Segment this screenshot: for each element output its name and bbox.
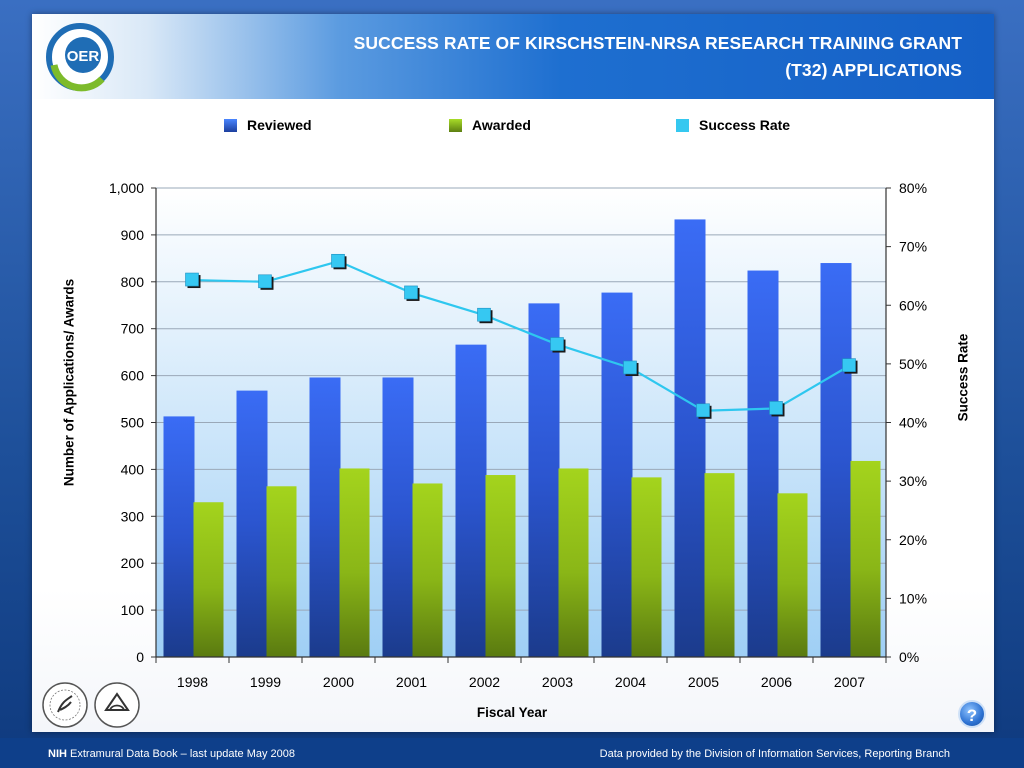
y-right-tick-label: 50% <box>899 356 927 372</box>
y-axis-right-label: Success Rate <box>955 333 971 422</box>
y-axis-right-label-wrap: Success Rate <box>953 334 973 422</box>
success-rate-marker <box>769 401 783 415</box>
legend-item-reviewed: Reviewed <box>224 117 312 133</box>
y-left-tick-label: 700 <box>121 321 145 337</box>
bar-reviewed <box>674 219 706 657</box>
footer-left-text: Extramural Data Book – last update May 2… <box>66 748 296 760</box>
bar-awarded <box>850 460 881 657</box>
success-rate-series-line <box>192 260 851 412</box>
bar-awarded <box>412 483 443 657</box>
success-rate-marker <box>550 337 564 351</box>
bar-awarded <box>631 477 662 657</box>
bar-reviewed <box>309 377 341 657</box>
page-title: SUCCESS RATE OF KIRSCHSTEIN-NRSA RESEARC… <box>353 33 962 80</box>
bar-reviewed <box>528 303 560 657</box>
y-right-tick-label: 0% <box>899 649 919 665</box>
success-rate-marker <box>623 360 637 375</box>
bar-awarded <box>193 502 224 657</box>
y-right-tick-label: 80% <box>899 180 927 196</box>
y-right-tick-label: 10% <box>899 590 927 606</box>
y-left-tick-label: 800 <box>121 274 145 290</box>
legend: Reviewed Awarded Success Rate <box>0 117 1024 137</box>
x-axis-label: Fiscal Year <box>476 705 548 720</box>
legend-label-reviewed: Reviewed <box>247 117 312 133</box>
y-left-tick-label: 200 <box>121 555 145 571</box>
x-tick-label: 1999 <box>250 674 281 690</box>
success-rate-marker <box>842 358 856 372</box>
x-tick-label: 2000 <box>323 674 354 690</box>
legend-swatch-success-rate <box>676 118 689 132</box>
y-left-tick-label: 600 <box>121 368 145 384</box>
y-axis-left-label-wrap: Number of Applications/ Awards <box>59 270 79 500</box>
bar-reviewed <box>382 377 414 657</box>
bar-awarded <box>704 473 735 657</box>
bar-awarded <box>266 486 297 657</box>
legend-label-success-rate: Success Rate <box>699 117 791 133</box>
bar-awarded <box>777 493 808 657</box>
legend-swatch-reviewed <box>224 118 237 132</box>
success-rate-marker <box>696 403 710 418</box>
success-rate-marker <box>477 307 491 322</box>
legend-item-success-rate: Success Rate <box>676 117 790 133</box>
hhs-seal-icon <box>42 682 88 728</box>
success-rate-marker <box>185 272 199 287</box>
x-tick-label: 2007 <box>834 674 865 690</box>
x-tick-label: 2003 <box>542 674 573 690</box>
y-right-tick-label: 60% <box>899 297 927 313</box>
y-left-tick-label: 400 <box>121 461 145 477</box>
success-rate-marker <box>331 253 345 268</box>
bar-awarded <box>558 468 589 657</box>
footer-bar: NIH Extramural Data Book – last update M… <box>0 738 1024 768</box>
axes <box>151 187 891 663</box>
footer-nih: NIH <box>48 748 67 760</box>
legend-item-awarded: Awarded <box>449 117 531 133</box>
bars <box>163 219 881 657</box>
x-tick-label: 2001 <box>396 674 427 690</box>
bar-reviewed <box>747 270 779 657</box>
x-tick-label: 2006 <box>761 674 792 690</box>
footer-right: Data provided by the Division of Informa… <box>599 748 950 760</box>
x-tick-label: 2004 <box>615 674 646 690</box>
footer-left: NIH Extramural Data Book – last update M… <box>48 748 295 760</box>
x-tick-label: 1998 <box>177 674 208 690</box>
oer-logo: OER <box>46 23 114 92</box>
y-right-tick-label: 70% <box>899 239 927 255</box>
bar-awarded <box>339 468 370 657</box>
legend-label-awarded: Awarded <box>472 117 531 133</box>
svg-text:OER: OER <box>67 48 100 65</box>
header-banner: OER SUCCESS RATE OF KIRSCHSTEIN-NRSA RES… <box>32 14 994 99</box>
bar-reviewed <box>163 416 195 657</box>
bar-awarded <box>485 475 516 657</box>
tick-labels: 0 100 200 300 400 500 600 700 800 900 1,000 0% 10% 20… <box>109 180 927 690</box>
success-rate-line <box>185 253 858 419</box>
y-left-tick-label: 300 <box>121 508 145 524</box>
y-left-tick-label: 0 <box>136 649 144 665</box>
bar-reviewed <box>820 263 852 657</box>
nih-seal-icon <box>94 682 140 728</box>
y-right-tick-label: 30% <box>899 473 927 489</box>
y-left-tick-label: 500 <box>121 415 145 431</box>
y-left-tick-label: 1,000 <box>109 180 144 196</box>
success-rate-marker <box>404 285 418 300</box>
y-left-tick-label: 100 <box>121 602 145 618</box>
y-right-tick-label: 40% <box>899 415 927 431</box>
x-tick-label: 2002 <box>469 674 500 690</box>
x-tick-label: 2005 <box>688 674 719 690</box>
success-rate-marker <box>258 274 272 289</box>
bar-reviewed <box>455 344 487 657</box>
legend-swatch-awarded <box>449 118 462 132</box>
y-right-tick-label: 20% <box>899 532 927 548</box>
bar-reviewed <box>236 390 268 657</box>
y-axis-left-label: Number of Applications/ Awards <box>61 278 77 487</box>
bar-reviewed <box>601 292 633 657</box>
y-left-tick-label: 900 <box>121 227 145 243</box>
help-button[interactable]: ? <box>958 700 986 728</box>
